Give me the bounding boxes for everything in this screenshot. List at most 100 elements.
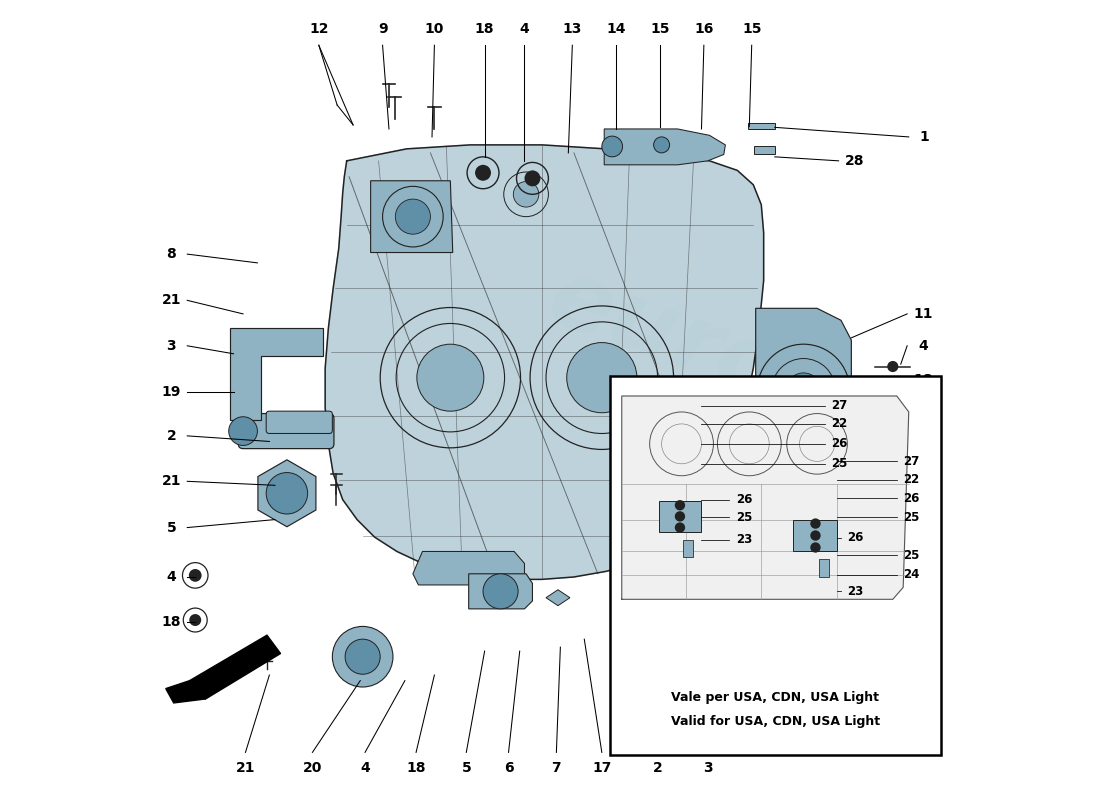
Polygon shape <box>371 181 453 253</box>
Circle shape <box>266 473 308 514</box>
Text: 13: 13 <box>562 22 582 36</box>
Text: 21: 21 <box>162 474 182 488</box>
Polygon shape <box>189 635 280 699</box>
Circle shape <box>811 518 821 529</box>
Circle shape <box>189 614 201 626</box>
Text: 1: 1 <box>920 130 929 144</box>
Circle shape <box>674 500 685 510</box>
Circle shape <box>888 361 899 372</box>
FancyBboxPatch shape <box>239 414 334 449</box>
Circle shape <box>514 182 539 207</box>
Circle shape <box>811 542 821 553</box>
Text: 20: 20 <box>302 762 322 775</box>
Text: 28: 28 <box>845 154 865 168</box>
Circle shape <box>189 569 201 582</box>
Text: 18: 18 <box>475 22 494 36</box>
Text: 10: 10 <box>425 22 444 36</box>
Text: 9: 9 <box>377 22 387 36</box>
Circle shape <box>786 373 821 408</box>
Text: 23: 23 <box>736 533 752 546</box>
Text: 3: 3 <box>166 338 176 353</box>
Text: 4: 4 <box>918 338 928 353</box>
FancyBboxPatch shape <box>609 376 940 754</box>
Text: 19: 19 <box>162 385 182 399</box>
Text: 18: 18 <box>162 614 182 629</box>
Text: 8: 8 <box>791 425 801 439</box>
Text: europ: europ <box>536 252 859 445</box>
Text: 18: 18 <box>406 762 426 775</box>
Polygon shape <box>257 460 316 526</box>
Circle shape <box>566 342 637 413</box>
Circle shape <box>674 511 685 522</box>
Text: 25: 25 <box>736 510 752 524</box>
Text: 16: 16 <box>694 22 714 36</box>
Circle shape <box>674 522 685 533</box>
Text: Valid for USA, CDN, USA Light: Valid for USA, CDN, USA Light <box>671 714 880 728</box>
Polygon shape <box>818 559 829 577</box>
Polygon shape <box>683 539 693 557</box>
Text: 27: 27 <box>832 399 848 412</box>
Text: 12: 12 <box>913 465 933 478</box>
Circle shape <box>811 530 821 541</box>
Polygon shape <box>793 519 837 551</box>
Text: 4: 4 <box>360 762 370 775</box>
Polygon shape <box>756 308 851 468</box>
Circle shape <box>229 417 257 446</box>
Text: 24: 24 <box>903 568 920 581</box>
Text: 4: 4 <box>519 22 529 36</box>
Circle shape <box>475 165 491 181</box>
Text: 7: 7 <box>551 762 561 775</box>
Text: 17: 17 <box>592 762 612 775</box>
Circle shape <box>525 170 540 186</box>
Text: 11: 11 <box>913 307 933 321</box>
Circle shape <box>332 626 393 687</box>
Polygon shape <box>604 129 725 165</box>
Text: 8: 8 <box>166 247 176 261</box>
Text: 5: 5 <box>461 762 471 775</box>
Text: 4: 4 <box>166 570 176 584</box>
Text: Vale per USA, CDN, USA Light: Vale per USA, CDN, USA Light <box>671 691 879 704</box>
Text: 14: 14 <box>606 22 626 36</box>
Text: 6: 6 <box>504 762 514 775</box>
Text: 15: 15 <box>741 22 761 36</box>
Polygon shape <box>748 122 774 129</box>
Circle shape <box>483 574 518 609</box>
Circle shape <box>602 136 623 157</box>
Text: 21: 21 <box>162 294 182 307</box>
Text: 12: 12 <box>913 465 933 478</box>
Circle shape <box>653 137 670 153</box>
Polygon shape <box>230 328 322 420</box>
Polygon shape <box>469 574 532 609</box>
Text: 26: 26 <box>736 493 752 506</box>
Text: 26: 26 <box>832 438 848 450</box>
Circle shape <box>417 344 484 411</box>
FancyBboxPatch shape <box>719 428 785 454</box>
Text: 9: 9 <box>791 390 801 405</box>
Text: 12: 12 <box>309 22 329 36</box>
Text: 21: 21 <box>235 762 255 775</box>
Text: 2: 2 <box>652 762 662 775</box>
Circle shape <box>913 458 924 470</box>
Circle shape <box>883 388 894 399</box>
Circle shape <box>896 472 907 483</box>
FancyBboxPatch shape <box>266 411 332 434</box>
Text: a passion for parts online 1985: a passion for parts online 1985 <box>474 371 785 501</box>
Text: 26: 26 <box>847 531 864 545</box>
Text: 18: 18 <box>913 373 933 387</box>
Text: 22: 22 <box>832 418 848 430</box>
Polygon shape <box>166 681 206 703</box>
Text: 2: 2 <box>166 429 176 443</box>
Text: 25: 25 <box>903 510 920 524</box>
Circle shape <box>395 199 430 234</box>
Text: 25: 25 <box>832 458 848 470</box>
Circle shape <box>345 639 381 674</box>
Text: 3: 3 <box>703 762 713 775</box>
Polygon shape <box>621 396 909 599</box>
Polygon shape <box>755 146 774 154</box>
Polygon shape <box>412 551 525 585</box>
Text: 25: 25 <box>903 549 920 562</box>
Text: 15: 15 <box>650 22 670 36</box>
Text: 26: 26 <box>903 491 920 505</box>
Text: 22: 22 <box>903 474 920 486</box>
Text: 27: 27 <box>903 455 920 468</box>
